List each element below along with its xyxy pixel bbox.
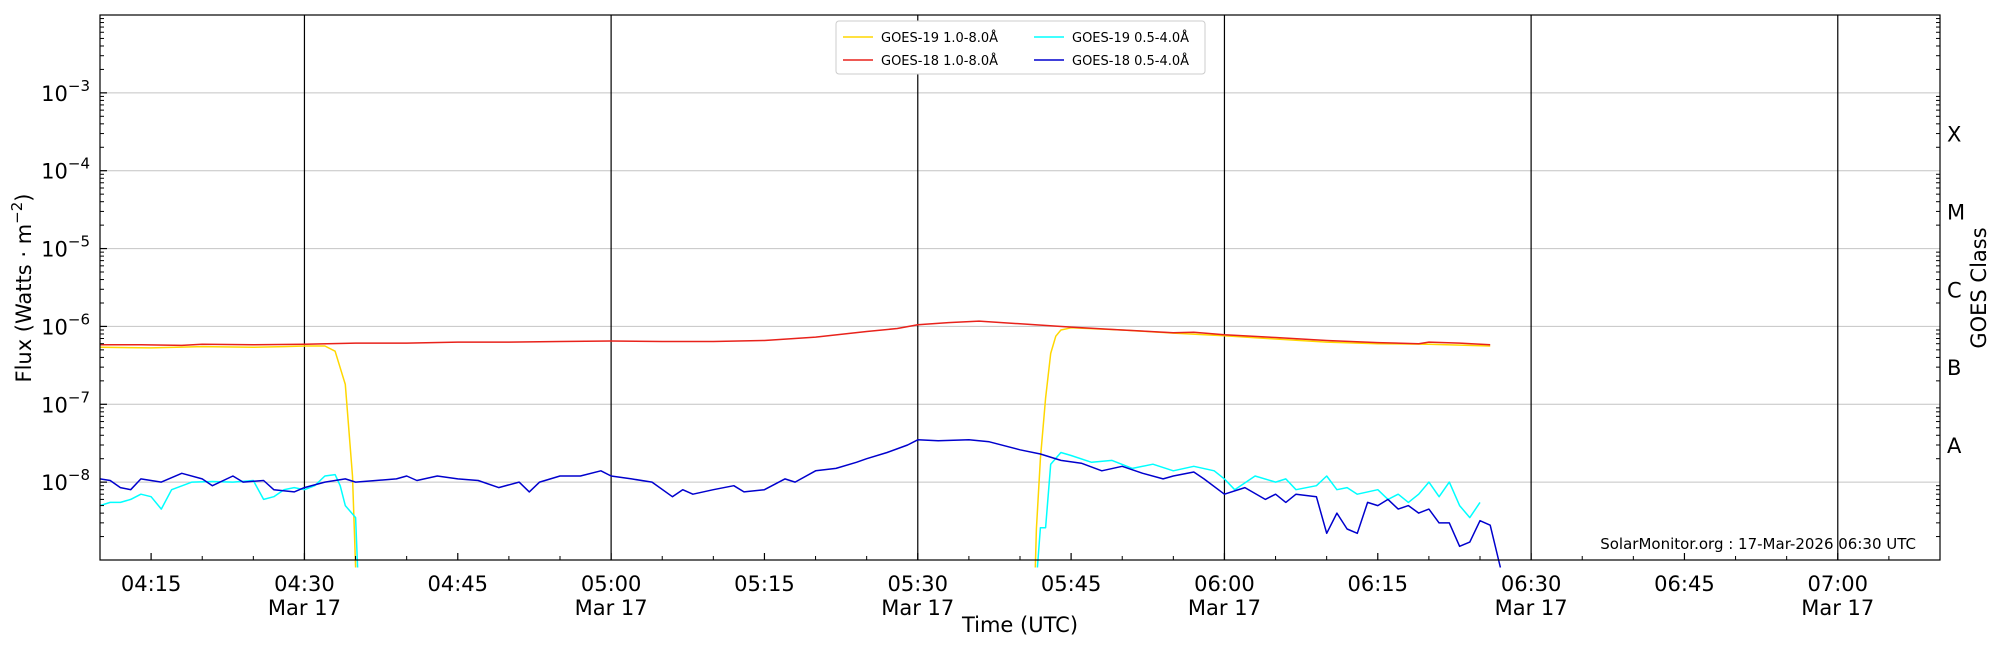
x-tick-label: 05:00 (581, 572, 642, 596)
solarmonitor-credit: SolarMonitor.org : 17-Mar-2026 06:30 UTC (1600, 535, 1916, 553)
x-tick-label: 04:15 (121, 572, 182, 596)
x-tick-label: 06:30 (1501, 572, 1562, 596)
goes-class-labels: A B C M X (1947, 123, 1965, 458)
y-axis-title: Flux (Watts · m−2) (8, 193, 36, 382)
y-tick-label: 10−6 (41, 310, 90, 339)
x-tick-label: 04:45 (428, 572, 489, 596)
x-tick-date-label: Mar 17 (881, 596, 954, 620)
y-tick-label: 10−7 (41, 388, 90, 417)
legend-label-goes19-short: GOES-19 0.5-4.0Å (1072, 30, 1189, 46)
series-line-2 (1036, 451, 1481, 568)
y-axis-title-exponent: −2 (8, 202, 26, 224)
x-tick-label: 05:45 (1041, 572, 1102, 596)
goes-class-label-X: X (1947, 123, 1961, 147)
legend-label-goes18-short: GOES-18 0.5-4.0Å (1072, 53, 1189, 69)
legend: GOES-19 1.0-8.0Å GOES-18 1.0-8.0Å GOES-1… (835, 20, 1206, 75)
legend-box (835, 20, 1206, 75)
y-tick-label: 10−5 (41, 233, 90, 262)
series-lines (99, 320, 1502, 568)
goes-class-label-M: M (1947, 200, 1965, 224)
x-tick-label: 05:15 (734, 572, 795, 596)
x-tick-date-label: Mar 17 (1188, 596, 1261, 620)
series-line-2 (99, 473, 359, 568)
goes-class-label-B: B (1947, 356, 1961, 380)
x-tick-label: 05:30 (888, 572, 949, 596)
x-tick-label: 07:00 (1808, 572, 1869, 596)
grid-lines (100, 92, 1940, 483)
series-line-0 (1034, 327, 1491, 568)
x-axis-title: Time (UTC) (961, 613, 1078, 637)
series-line-1 (100, 320, 1491, 347)
plot-frame (99, 14, 1941, 561)
legend-label-goes19-long: GOES-19 1.0-8.0Å (881, 30, 998, 46)
x-tick-label: 06:45 (1654, 572, 1715, 596)
right-axis-title: GOES Class (1967, 227, 1991, 348)
legend-label-goes18-long: GOES-18 1.0-8.0Å (881, 53, 998, 69)
x-tick-date-label: Mar 17 (268, 596, 341, 620)
day-marker-lines (303, 15, 1839, 560)
y-tick-label: 10−4 (41, 155, 90, 184)
x-tick-date-label: Mar 17 (1495, 596, 1568, 620)
goes-class-label-C: C (1947, 278, 1962, 302)
x-tick-date-label: Mar 17 (1801, 596, 1874, 620)
x-tick-date-label: Mar 17 (575, 596, 648, 620)
series-line-0 (99, 345, 357, 568)
y-tick-label: 10−3 (41, 77, 90, 106)
x-tick-label: 04:30 (274, 572, 335, 596)
series-line-3 (99, 439, 1502, 568)
goes-class-label-A: A (1947, 434, 1962, 458)
x-tick-label: 06:00 (1194, 572, 1255, 596)
y-tick-label: 10−8 (41, 466, 90, 495)
y-axis-ticks: 10−8 10−7 10−6 10−5 10−4 10−3 (41, 18, 1940, 538)
x-tick-label: 06:15 (1348, 572, 1409, 596)
